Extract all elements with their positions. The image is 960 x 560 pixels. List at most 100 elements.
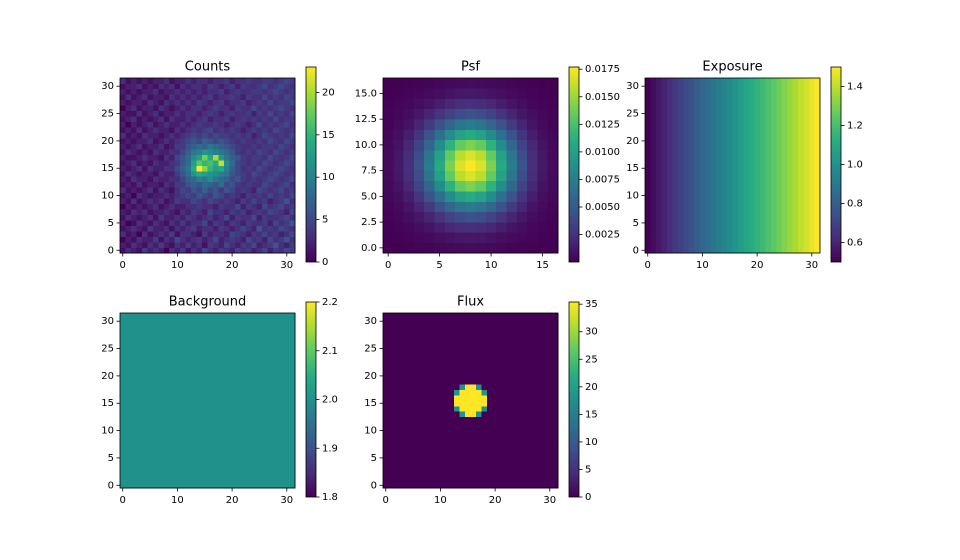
heatmap-cell — [251, 149, 258, 155]
heatmap-cell — [267, 181, 274, 188]
heatmap-cell — [519, 411, 526, 418]
heatmap-cell — [125, 94, 132, 101]
heatmap-cell — [486, 389, 493, 396]
heatmap-cell — [185, 132, 192, 139]
heatmap-cell — [180, 242, 186, 248]
heatmap-cell — [514, 367, 521, 374]
heatmap-cell — [125, 78, 132, 84]
heatmap-cell — [503, 313, 510, 319]
y-tick-label: 10.0 — [355, 140, 377, 151]
colorbar-tick-label: 1.8 — [322, 492, 338, 503]
heatmap-cell — [163, 220, 170, 226]
heatmap-cell — [547, 389, 553, 396]
heatmap-cell — [278, 105, 285, 112]
heatmap-cell — [519, 313, 526, 319]
heatmap-cell — [120, 127, 126, 133]
heatmap-cell — [202, 209, 208, 216]
heatmap-cell — [552, 334, 559, 341]
heatmap-cell — [541, 471, 548, 478]
heatmap-cell — [240, 160, 247, 166]
heatmap-cell — [185, 231, 192, 237]
heatmap-cell — [486, 444, 493, 451]
heatmap-cell — [251, 242, 258, 248]
heatmap-cell — [388, 405, 395, 412]
heatmap-cell — [136, 143, 143, 150]
heatmap-cell — [475, 242, 487, 254]
heatmap-cell — [547, 191, 559, 202]
heatmap-cell — [174, 160, 181, 166]
heatmap-cell — [443, 329, 449, 336]
heatmap-cell — [234, 214, 241, 221]
heatmap-cell — [191, 203, 197, 210]
heatmap-cell — [180, 165, 186, 172]
heatmap-cell — [454, 356, 460, 363]
heatmap-cell — [223, 176, 230, 183]
heatmap-cell — [212, 225, 219, 232]
heatmap-cell — [454, 449, 460, 456]
heatmap-cell — [434, 98, 446, 110]
heatmap-cell — [443, 460, 449, 467]
heatmap-cell — [481, 329, 488, 336]
heatmap-cell — [516, 191, 528, 202]
heatmap-cell — [481, 466, 488, 472]
heatmap-cell — [465, 78, 476, 89]
heatmap-cell — [519, 400, 526, 407]
heatmap-cell — [525, 460, 531, 467]
heatmap-cell — [136, 170, 143, 177]
heatmap-cell — [399, 477, 406, 483]
heatmap-cell — [527, 232, 538, 244]
heatmap-cell — [519, 405, 526, 412]
heatmap-cell — [443, 340, 449, 347]
heatmap-cell — [251, 220, 258, 226]
heatmap-cell — [141, 209, 148, 216]
heatmap-cell — [196, 220, 203, 226]
heatmap-cell — [136, 242, 143, 248]
heatmap-cell — [278, 247, 285, 254]
heatmap-cell — [278, 203, 285, 210]
heatmap-cell — [273, 187, 279, 194]
heatmap-cell — [240, 121, 247, 128]
heatmap-cell — [251, 94, 258, 101]
heatmap-cell — [448, 471, 455, 478]
heatmap-cell — [273, 94, 279, 101]
heatmap-cell — [421, 466, 428, 472]
heatmap-cell — [448, 329, 455, 336]
heatmap-cell — [486, 455, 493, 461]
heatmap-cell — [547, 438, 553, 445]
heatmap-cell — [284, 143, 290, 150]
heatmap-cell — [475, 323, 482, 330]
heatmap-cell — [475, 211, 487, 223]
heatmap-cell — [527, 222, 538, 233]
heatmap-cell — [530, 460, 537, 467]
heatmap-cell — [508, 416, 515, 423]
heatmap-cell — [120, 203, 126, 210]
heatmap-cell — [426, 471, 433, 478]
heatmap-cell — [481, 444, 488, 451]
heatmap-cell — [141, 154, 148, 161]
heatmap-cell — [475, 405, 482, 412]
heatmap-cell — [212, 160, 219, 166]
heatmap-cell — [158, 105, 165, 112]
heatmap-cell — [403, 201, 415, 213]
heatmap-cell — [530, 482, 537, 489]
heatmap-cell — [130, 110, 137, 117]
heatmap-cell — [737, 78, 744, 254]
heatmap-cell — [552, 449, 559, 456]
heatmap-cell — [413, 170, 425, 182]
heatmap-cell — [475, 129, 487, 141]
heatmap-cell — [207, 214, 214, 221]
heatmap-cell — [475, 427, 482, 434]
heatmap-cell — [516, 108, 528, 120]
heatmap-cell — [481, 416, 488, 423]
heatmap-cell — [424, 170, 435, 182]
heatmap-cell — [455, 88, 466, 99]
heatmap-cell — [289, 154, 296, 161]
heatmap-cell — [410, 356, 417, 363]
heatmap-cell — [278, 209, 285, 216]
heatmap-cell — [218, 99, 225, 106]
heatmap-cell — [174, 242, 181, 248]
colorbar-tick-label: 10 — [585, 437, 598, 448]
heatmap-cell — [455, 78, 466, 89]
heatmap-cell — [120, 236, 126, 243]
heatmap-cell — [136, 110, 143, 117]
